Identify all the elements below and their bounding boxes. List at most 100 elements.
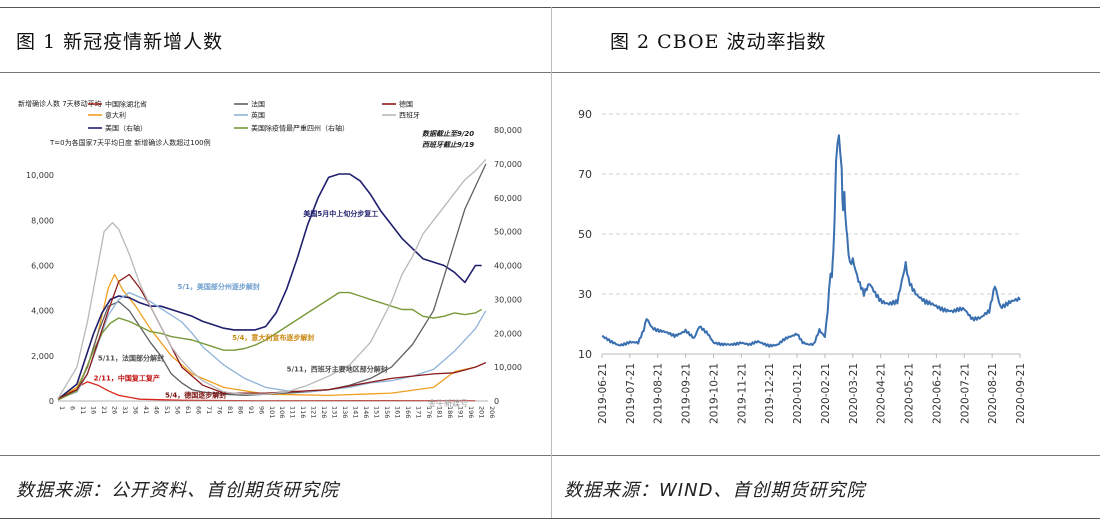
left-xtick-label: 131 [331,406,339,418]
left-xtick-label: 1 [58,406,66,410]
left-xtick-label: 41 [142,406,150,414]
vix-ytick-label: 90 [578,108,592,121]
right-ytick-label: 20,000 [494,329,522,338]
left-ytick-label: 0 [49,397,54,406]
left-xtick-label: 6 [68,406,76,410]
series-line-us_ex4 [57,291,483,401]
left-xtick-label: 181 [436,406,444,418]
left-xtick-label: 86 [236,406,244,414]
vix-xtick-label: 2020-05-21 [904,363,916,424]
vix-xtick-label: 2020-08-21 [987,363,999,424]
left-xtick-label: 136 [341,406,349,418]
right-panel-title: 图 2 CBOE 波动率指数 [610,31,827,53]
left-xtick-label: 146 [362,406,370,418]
vix-xtick-label: 2020-09-21 [1015,363,1027,424]
legend-entry-france: 法国 [251,100,265,109]
bottom-border [0,518,1100,519]
series-line-hubei [57,381,476,402]
left-xtick-label: 176 [425,406,433,418]
left-xtick-label: 201 [478,406,486,418]
left-xtick-label: 106 [278,406,286,418]
left-ytick-label: 4,000 [31,307,54,316]
panel-separator [551,7,552,518]
left-xtick-label: 16 [89,406,97,414]
vix-xtick-label: 2019-09-21 [681,363,693,424]
left-ytick-label: 10,000 [26,171,54,180]
top-border [0,7,1100,8]
left-xtick-label: 26 [110,406,118,414]
series-line-us [57,173,482,400]
legend-entry-spain: 西班牙 [399,111,420,120]
left-xtick-label: 126 [320,406,328,418]
chart-annotation: 5/1，美国部分州逐步解封 [178,282,260,291]
left-ytick-label: 2,000 [31,352,54,361]
vix-xtick-label: 2020-03-21 [848,363,860,424]
left-xtick-label: 21 [100,406,108,414]
vix-xtick-label: 2020-06-21 [931,363,943,424]
left-xtick-label: 71 [205,406,213,414]
left-xtick-label: 76 [215,406,223,414]
title-divider [0,72,1100,73]
vix-xtick-label: 2019-11-21 [736,363,748,424]
vix-ytick-label: 10 [578,348,592,361]
right-ytick-label: 50,000 [494,228,522,237]
left-xtick-label: 171 [415,406,423,418]
vix-series-line [601,134,1021,348]
chart-annotation: 5/4，意大利宣布逐步解封 [232,333,314,342]
watermark: 金牛新媒号 [428,398,468,408]
left-xtick-label: 141 [352,406,360,418]
legend-entry-italy: 意大利 [105,111,126,120]
legend-entry-us: 美国（右轴） [105,124,147,133]
left-xtick-label: 36 [131,406,139,414]
right-ytick-label: 10,000 [494,363,522,372]
series-line-spain [57,158,487,400]
right-ytick-label: 80,000 [494,126,522,135]
vix-chart: 10 30 50 70 90 2019-06-21 2019-07-21 2019-08-21… [578,108,1027,424]
series-line-france [57,163,487,400]
left-xtick-label: 101 [268,406,276,418]
chart-annotation: 5/11，西班牙主要地区部分解封 [287,365,388,374]
legend-entry-germany: 德国 [399,100,413,109]
right-ytick-label: 0 [494,397,499,406]
vix-xtick-label: 2020-04-21 [876,363,888,424]
chart-annotation: 美国5月中上旬分步复工 [303,209,378,218]
left-xtick-label: 51 [163,406,171,414]
left-date-note-2: 西班牙截止9/19 [422,140,474,149]
vix-xtick-label: 2019-10-21 [708,363,720,424]
vix-xtick-label: 2020-02-21 [820,363,832,424]
left-xtick-label: 116 [299,406,307,418]
left-xtick-label: 81 [226,406,234,414]
series-line-uk [57,291,487,400]
vix-ytick-label: 70 [578,168,592,181]
left-panel-title: 图 1 新冠疫情新增人数 [16,31,224,53]
left-xtick-label: 161 [394,406,402,418]
vix-xtick-label: 2020-01-21 [792,363,804,424]
vix-ytick-label: 30 [578,288,592,301]
left-xtick-label: 66 [194,406,202,414]
vix-xtick-label: 2020-07-21 [959,363,971,424]
chart-annotation: 2/11，中国复工复产 [94,374,160,383]
right-panel-source: 数据来源：WIND、首创期货研究院 [564,480,866,501]
left-xtick-label: 91 [247,406,255,414]
left-xtick-label: 111 [289,406,297,418]
left-xtick-label: 121 [310,406,318,418]
right-ytick-label: 40,000 [494,262,522,271]
chart-annotation: 5/11，法国部分解封 [98,353,164,362]
left-xtick-label: 11 [79,406,87,414]
vix-ytick-label: 50 [578,228,592,241]
right-ytick-label: 60,000 [494,194,522,203]
chart-annotation: 5/4，德国逐步解封 [165,391,226,400]
left-ytick-label: 6,000 [31,262,54,271]
vix-xtick-label: 2019-12-21 [764,363,776,424]
left-xtick-label: 166 [404,406,412,418]
left-xtick-label: 61 [184,406,192,414]
right-ytick-label: 70,000 [494,160,522,169]
left-note: T=0为各国家7天平均日度 新增确诊人数超过100例 [49,138,211,147]
left-xtick-label: 96 [257,406,265,414]
left-xtick-label: 191 [457,406,465,418]
left-panel-source: 数据来源：公开资料、首创期货研究院 [16,480,339,501]
legend-entry-hubei: 中国除湖北省 [105,100,147,109]
left-xtick-label: 196 [467,406,475,418]
left-xtick-label: 156 [383,406,391,418]
